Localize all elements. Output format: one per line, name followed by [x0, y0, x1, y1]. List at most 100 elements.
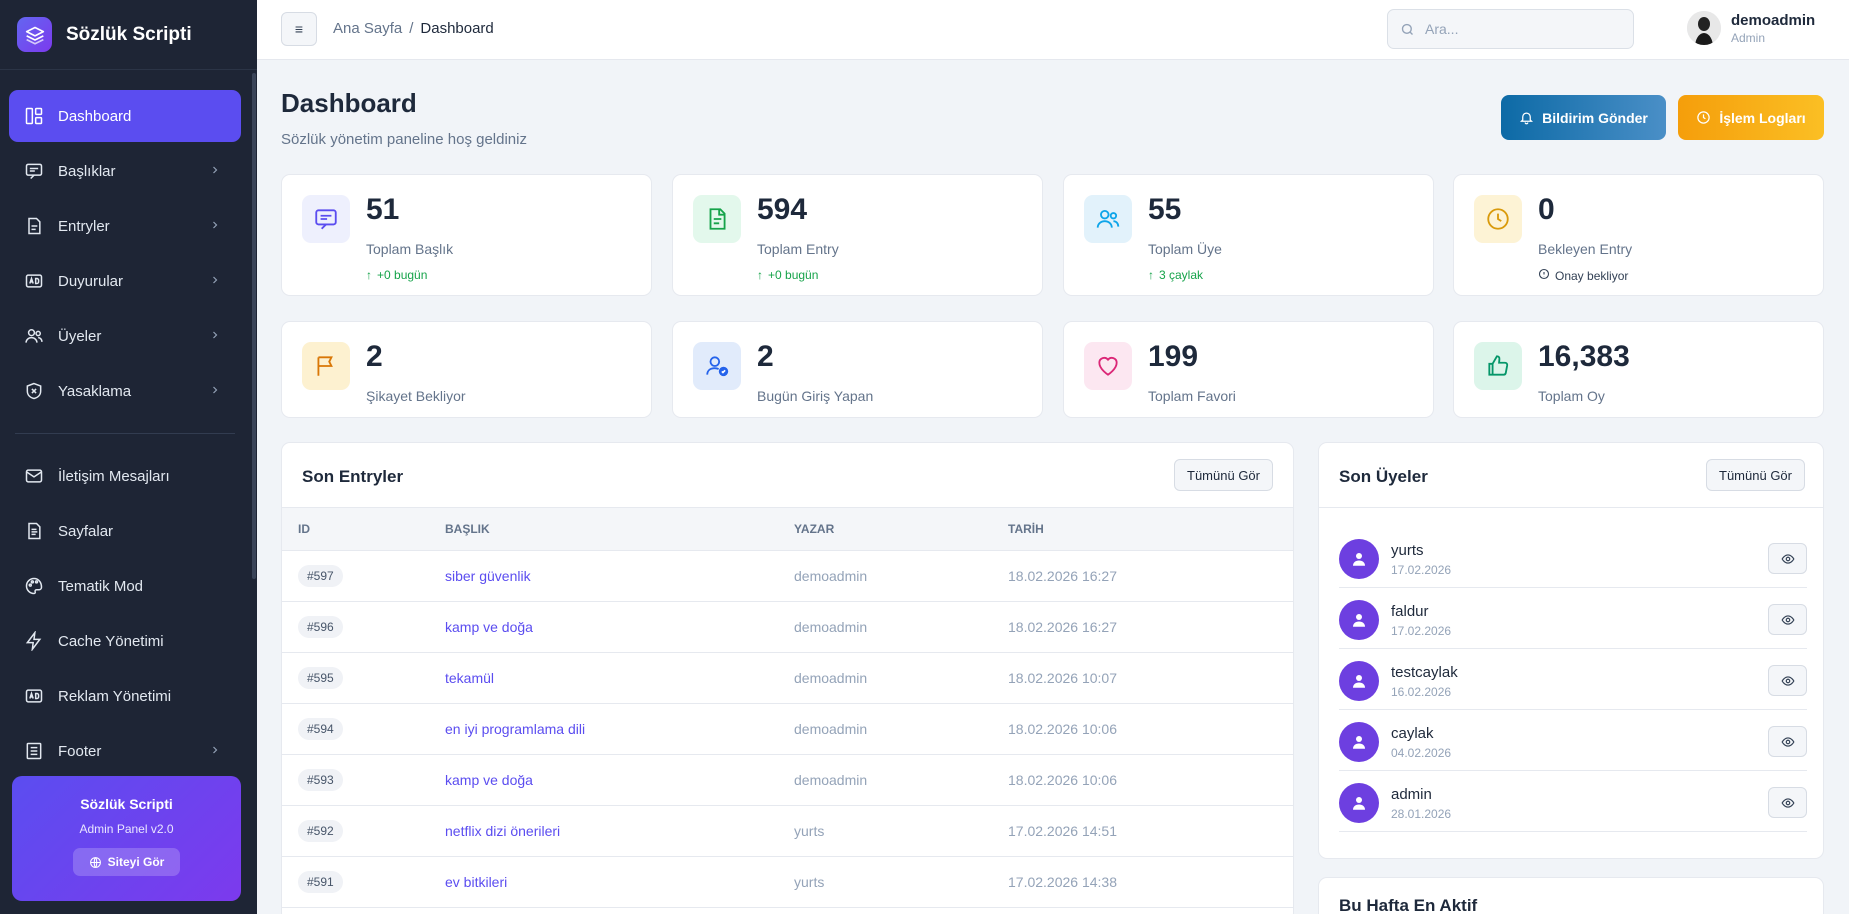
entry-author: yurts	[794, 805, 1008, 857]
entry-id-badge: #593	[298, 769, 343, 791]
sidebar-item-label: Üyeler	[58, 327, 102, 345]
stat-delta-text: Onay bekliyor	[1555, 268, 1629, 283]
entry-title-link[interactable]: netflix dizi önerileri	[445, 823, 561, 839]
view-member-button[interactable]	[1768, 543, 1807, 574]
search-icon	[1401, 23, 1413, 35]
entry-id-badge: #596	[298, 616, 343, 638]
table-row[interactable]: #593 kamp ve doğa demoadmin 18.02.2026 1…	[282, 754, 1293, 806]
list-item[interactable]: faldur 17.02.2026	[1339, 588, 1807, 649]
message-icon	[302, 195, 350, 243]
sidebar-item-footer[interactable]: Footer	[9, 725, 241, 777]
sidebar-item-cache[interactable]: Cache Yönetimi	[9, 615, 241, 667]
sidebar-item-label: Reklam Yönetimi	[58, 687, 172, 705]
entry-title-link[interactable]: kamp ve doğa	[445, 619, 533, 635]
sidebar-nav: Dashboard Başlıklar Entryler Duyurular Ü…	[9, 90, 241, 780]
view-member-button[interactable]	[1768, 787, 1807, 818]
user-menu[interactable]: demoadmin Admin	[1687, 11, 1815, 45]
user-avatar-icon	[1339, 722, 1379, 762]
list-item[interactable]: yurts 17.02.2026	[1339, 527, 1807, 588]
stat-delta: ↑ 3 çaylak	[1148, 268, 1203, 282]
table-row[interactable]: #596 kamp ve doğa demoadmin 18.02.2026 1…	[282, 601, 1293, 653]
brand[interactable]: Sözlük Scripti	[0, 0, 257, 70]
weekly-active-panel: Bu Hafta En Aktif	[1318, 877, 1824, 914]
entry-date: 17.02.2026 14:38	[1008, 856, 1293, 908]
stat-value: 2	[366, 340, 383, 373]
view-all-entries-button[interactable]: Tümünü Gör	[1174, 459, 1273, 491]
list-item[interactable]: testcaylak 16.02.2026	[1339, 649, 1807, 710]
member-name: yurts	[1391, 542, 1424, 559]
user-avatar-icon	[1339, 539, 1379, 579]
stat-delta-text: +0 bugün	[377, 268, 428, 282]
view-member-button[interactable]	[1768, 604, 1807, 635]
search-input[interactable]	[1425, 21, 1615, 37]
member-date: 17.02.2026	[1391, 624, 1452, 638]
breadcrumb-current: Dashboard	[420, 20, 494, 37]
stat-card-logins: 2 Bugün Giriş Yapan	[672, 321, 1043, 418]
sidebar-item-sayfalar[interactable]: Sayfalar	[9, 505, 241, 557]
column-header-date: TARİH	[1008, 507, 1293, 551]
sidebar-item-basliklar[interactable]: Başlıklar	[9, 145, 241, 197]
sidebar-item-yasaklama[interactable]: Yasaklama	[9, 365, 241, 417]
bell-icon	[1520, 112, 1534, 125]
entry-date: 18.02.2026 16:27	[1008, 550, 1293, 602]
entry-title-link[interactable]: en iyi programlama dili	[445, 721, 586, 737]
entry-date: 18.02.2026 10:07	[1008, 652, 1293, 704]
stat-value: 594	[757, 193, 808, 226]
entry-title-link[interactable]: tekamül	[445, 670, 495, 686]
list-item[interactable]: admin 28.01.2026	[1339, 771, 1807, 832]
stat-label: Toplam Entry	[757, 241, 839, 257]
stat-card-pending: 0 Bekleyen Entry Onay bekliyor	[1453, 174, 1824, 296]
entry-id-badge: #595	[298, 667, 343, 689]
stat-delta: ↑ +0 bugün	[366, 268, 427, 282]
sidebar-item-reklam[interactable]: Reklam Yönetimi	[9, 670, 241, 722]
stat-label: Toplam Favori	[1148, 388, 1236, 404]
stat-label: Bugün Giriş Yapan	[757, 388, 874, 404]
sidebar-item-iletisim[interactable]: İletişim Mesajları	[9, 450, 241, 502]
stat-label: Bekleyen Entry	[1538, 241, 1633, 257]
table-row[interactable]: #595 tekamül demoadmin 18.02.2026 10:07	[282, 652, 1293, 704]
sidebar-item-tematik-mod[interactable]: Tematik Mod	[9, 560, 241, 612]
stat-value: 55	[1148, 193, 1182, 226]
view-member-button[interactable]	[1768, 665, 1807, 696]
chevron-right-icon	[209, 273, 221, 290]
user-avatar-icon	[1339, 783, 1379, 823]
entry-title-link[interactable]: ev bitkileri	[445, 874, 508, 890]
stat-label: Toplam Oy	[1538, 388, 1605, 404]
breadcrumb-home[interactable]: Ana Sayfa	[333, 20, 403, 37]
entry-author: demoadmin	[794, 754, 1008, 806]
entry-id-badge: #594	[298, 718, 343, 740]
breadcrumb-separator: /	[409, 20, 414, 37]
table-row[interactable]: #594 en iyi programlama dili demoadmin 1…	[282, 703, 1293, 755]
sidebar-scrollbar[interactable]	[252, 73, 256, 579]
stat-card-entries: 594 Toplam Entry ↑ +0 bugün	[672, 174, 1043, 296]
entry-title-link[interactable]: siber güvenlik	[445, 568, 531, 584]
list-item[interactable]: caylak 04.02.2026	[1339, 710, 1807, 771]
entry-title-link[interactable]: kamp ve doğa	[445, 772, 533, 788]
sidebar-item-label: Sayfalar	[58, 522, 114, 540]
sidebar-item-entryler[interactable]: Entryler	[9, 200, 241, 252]
sidebar-item-dashboard[interactable]: Dashboard	[9, 90, 241, 142]
sidebar-item-uyeler[interactable]: Üyeler	[9, 310, 241, 362]
sidebar-item-duyurular[interactable]: Duyurular	[9, 255, 241, 307]
globe-icon	[89, 856, 101, 868]
sidebar: Sözlük Scripti Dashboard Başlıklar Entry…	[0, 0, 257, 914]
action-logs-button[interactable]: İşlem Logları	[1678, 95, 1824, 140]
arrow-up-icon: ↑	[757, 268, 763, 282]
table-row[interactable]: #592 netflix dizi önerileri yurts 17.02.…	[282, 805, 1293, 857]
view-member-button[interactable]	[1768, 726, 1807, 757]
view-all-members-button[interactable]: Tümünü Gör	[1706, 459, 1805, 491]
column-header-id: ID	[282, 507, 445, 551]
breadcrumb: Ana Sayfa / Dashboard	[333, 20, 494, 37]
promo-subtitle: Admin Panel v2.0	[79, 822, 174, 836]
send-notification-button[interactable]: Bildirim Gönder	[1501, 95, 1666, 140]
table-row[interactable]: #591 ev bitkileri yurts 17.02.2026 14:38	[282, 856, 1293, 908]
chevron-right-icon	[209, 743, 221, 760]
stat-delta-text: +0 bugün	[768, 268, 819, 282]
stat-card-favorites: 199 Toplam Favori	[1063, 321, 1434, 418]
entry-id-badge: #591	[298, 871, 343, 893]
menu-toggle-button[interactable]: ≡	[281, 12, 317, 46]
ad-icon	[25, 689, 43, 703]
stat-label: Toplam Üye	[1148, 241, 1222, 257]
view-site-button[interactable]: Siteyi Gör	[72, 848, 181, 876]
table-row[interactable]: #597 siber güvenlik demoadmin 18.02.2026…	[282, 550, 1293, 602]
